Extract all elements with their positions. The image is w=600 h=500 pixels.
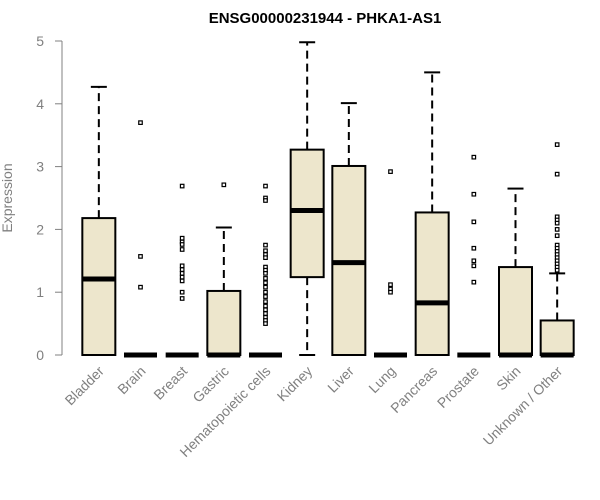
outlier-point [179, 235, 185, 241]
outlier-point [263, 276, 268, 281]
outlier-point [554, 220, 560, 226]
outlier-point [263, 255, 268, 261]
box-lung [374, 169, 407, 358]
outlier-point [263, 248, 268, 254]
x-tick-label: Bladder [62, 363, 108, 409]
box-unknown-other [539, 142, 575, 358]
outlier-point [554, 233, 560, 239]
box-skin [498, 187, 533, 358]
outlier-point [554, 171, 560, 177]
outlier-point [471, 245, 477, 251]
box-gastric [206, 182, 242, 358]
outlier-point [263, 198, 268, 203]
outlier-point [263, 307, 268, 313]
y-tick-label: 2 [36, 221, 44, 237]
y-axis: 0 1 2 3 4 5 [36, 33, 63, 363]
outlier-point [179, 263, 185, 269]
x-tick-label: Kidney [274, 363, 316, 405]
x-tick-label: Liver [324, 363, 357, 396]
x-tick-label: Lung [365, 363, 398, 396]
chart-title: ENSG00000231944 - PHKA1-AS1 [209, 10, 442, 27]
outlier-point [263, 311, 268, 316]
x-tick-label: Breast [150, 363, 190, 403]
outlier-point [179, 289, 185, 295]
outlier-point [263, 289, 268, 295]
outlier-point [263, 271, 268, 276]
outlier-point [388, 289, 393, 295]
outlier-point [179, 274, 185, 280]
box-hematopoietic-cells [249, 183, 282, 358]
outlier-point [471, 191, 477, 197]
outlier-point [554, 267, 560, 273]
outlier-point [388, 282, 393, 288]
box-kidney [289, 41, 325, 356]
y-tick-label: 4 [36, 96, 44, 112]
box-body [414, 211, 450, 356]
outlier-point [179, 278, 185, 284]
outlier-point [179, 242, 185, 247]
outlier-point [471, 263, 477, 269]
outlier-point [263, 183, 268, 189]
box-prostate [457, 154, 491, 358]
outlier-point [471, 279, 477, 285]
x-tick-label: Prostate [434, 363, 482, 411]
outlier-point [179, 183, 185, 189]
outlier-point [263, 303, 268, 309]
box-bladder [81, 85, 117, 356]
outlier-point [471, 258, 477, 264]
outlier-point [179, 267, 185, 272]
outlier-point [179, 296, 185, 301]
outlier-point [554, 227, 560, 232]
outlier-point [471, 219, 477, 225]
y-tick-label: 5 [36, 33, 44, 49]
outlier-point [138, 120, 143, 125]
outlier-point [554, 142, 560, 147]
outlier-point [221, 182, 227, 188]
x-tick-label: Brain [114, 363, 148, 397]
outlier-point [263, 299, 268, 304]
box-body [539, 319, 575, 356]
outlier-point [263, 280, 268, 286]
box-liver [331, 102, 367, 356]
y-tick-label: 1 [36, 284, 44, 300]
box-breast [165, 183, 199, 358]
y-tick-label: 0 [36, 347, 44, 363]
outlier-point [138, 254, 143, 259]
outlier-point [263, 294, 268, 299]
outlier-point [388, 169, 393, 174]
box-pancreas [414, 71, 450, 356]
box-body [81, 217, 117, 356]
outlier-point [138, 284, 143, 290]
outlier-point [179, 271, 185, 276]
box-body [498, 266, 533, 356]
box-body [206, 289, 242, 356]
outlier-point [263, 242, 268, 248]
x-tick-label: Skin [493, 363, 524, 394]
box-body [289, 148, 325, 279]
outlier-point [179, 247, 185, 252]
x-tick-label: Unknown / Other [480, 363, 566, 449]
boxes [81, 41, 575, 358]
outlier-point [263, 284, 268, 290]
outlier-point [471, 154, 477, 160]
outlier-point [263, 321, 268, 326]
y-tick-label: 3 [36, 159, 44, 175]
box-brain [124, 120, 157, 358]
y-axis-label: Expression [0, 163, 15, 232]
